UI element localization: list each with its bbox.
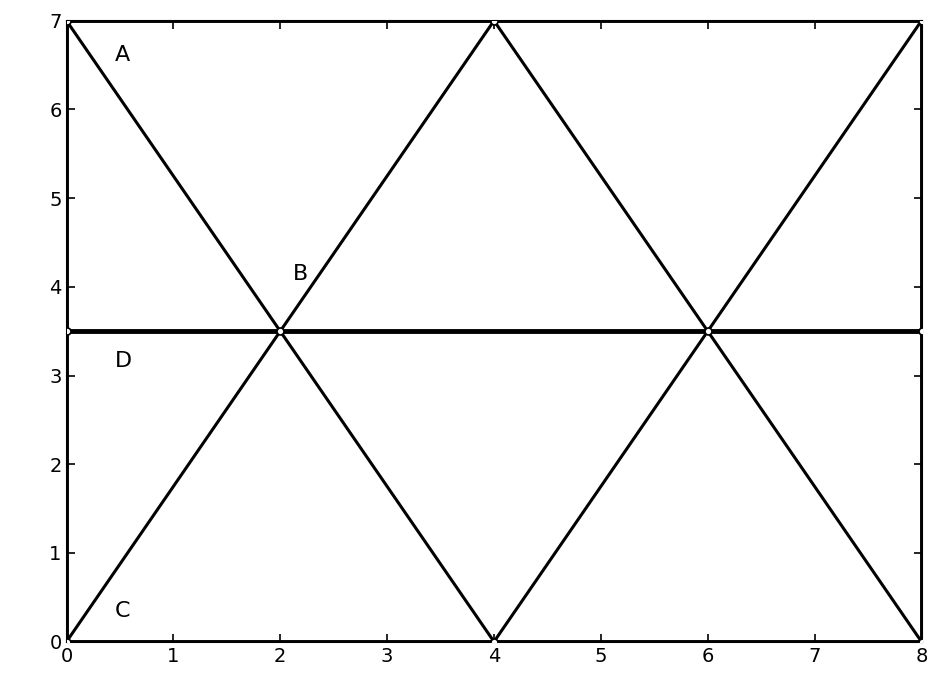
Text: D: D (115, 351, 132, 371)
Text: A: A (115, 45, 130, 65)
Text: B: B (294, 264, 309, 284)
Text: C: C (115, 601, 130, 621)
